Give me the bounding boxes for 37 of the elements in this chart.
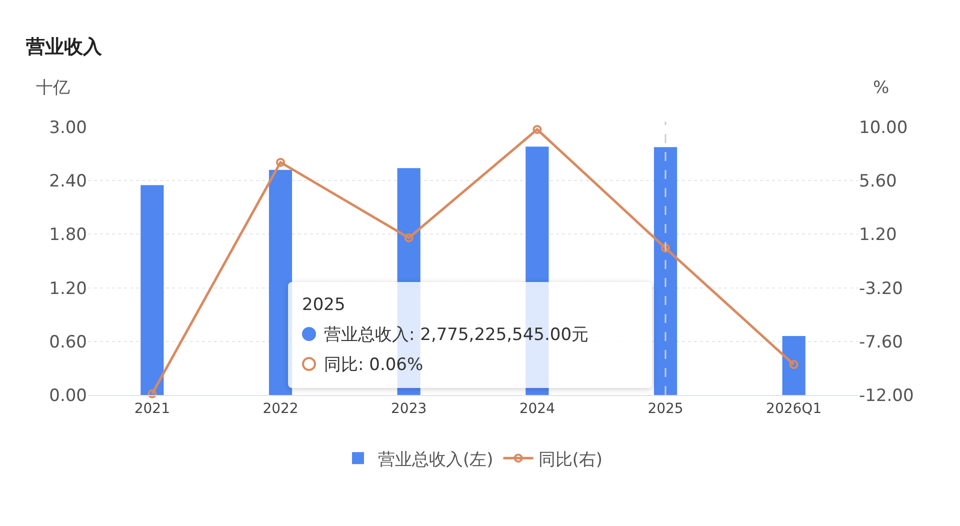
bar [140, 185, 164, 395]
annotation: 营业总收入: 2,775,225,545.00元 [324, 325, 589, 345]
point [148, 389, 157, 398]
y2-tick-label: -12.00 [859, 386, 914, 406]
y2-tick-label: 5.60 [859, 172, 897, 192]
point [661, 244, 670, 253]
y-axis-title: 十亿 [36, 78, 70, 98]
y-tick-label: 2.40 [49, 172, 87, 192]
x-tick-label: 2026Q1 [766, 400, 822, 417]
x-tick-label: 2024 [519, 400, 556, 417]
y2-tick-label: 1.20 [859, 225, 897, 246]
annotation: 2025 [302, 295, 346, 315]
chart-title: 营业收入 [24, 36, 103, 58]
point [276, 158, 285, 167]
bar [654, 147, 678, 395]
annotation: 同比: 0.06% [324, 355, 424, 375]
point [404, 233, 414, 242]
y2-axis-title: % [873, 78, 890, 98]
legend-label: 同比(右) [538, 450, 603, 470]
x-tick-label: 2023 [391, 400, 427, 417]
tooltip: 2025 营业总收入: 2,775,225,545.00元 同比: 0.06% [288, 282, 652, 388]
x-tick-label: 2025 [648, 400, 684, 417]
y2-tick-label: 10.00 [859, 118, 908, 138]
bar [268, 170, 292, 395]
bar [782, 336, 806, 395]
y2-tick-label: -3.20 [859, 278, 903, 299]
point [789, 360, 798, 370]
x-tick-label: 2021 [134, 400, 170, 417]
y-tick-label: 0.60 [49, 332, 87, 352]
legend-label: 营业总收入(左) [378, 450, 494, 470]
y-tick-label: 1.80 [49, 225, 87, 246]
y-tick-label: 1.20 [49, 278, 87, 299]
x-tick-label: 2022 [262, 400, 298, 417]
point [532, 124, 542, 134]
y2-tick-label: -7.60 [859, 332, 903, 352]
y-tick-label: 0.00 [49, 386, 87, 406]
y-tick-label: 3.00 [49, 118, 87, 138]
